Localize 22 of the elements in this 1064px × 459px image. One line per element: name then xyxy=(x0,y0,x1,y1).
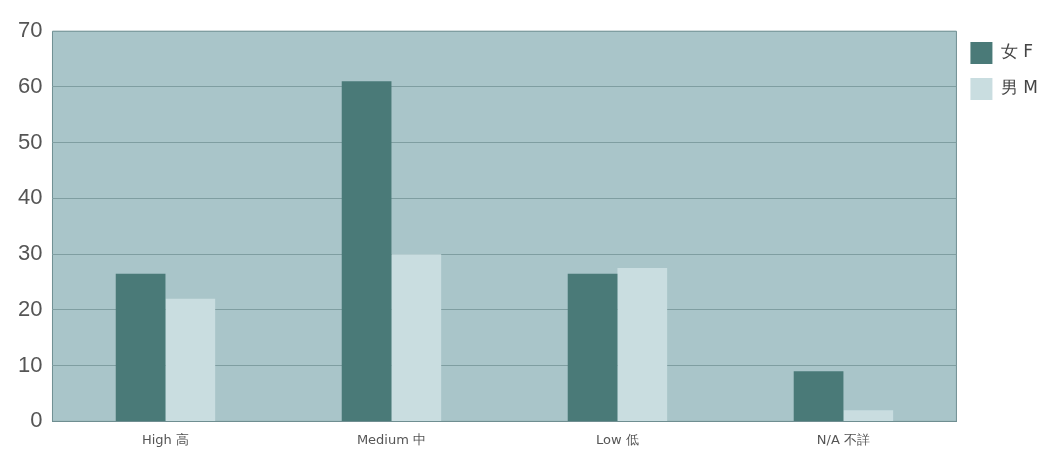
bar xyxy=(391,254,442,421)
x-tick-label: Medium 中 xyxy=(356,431,427,447)
y-tick-label: 10 xyxy=(17,351,43,377)
bar xyxy=(793,371,844,421)
y-tick-label: 40 xyxy=(17,184,43,210)
y-tick-label: 70 xyxy=(17,17,43,43)
y-tick-label: 0 xyxy=(30,407,43,433)
bar xyxy=(617,268,668,421)
x-tick-label: N/A 不詳 xyxy=(816,431,870,447)
bar xyxy=(843,410,894,421)
y-tick-label: 60 xyxy=(17,73,43,99)
bar xyxy=(165,298,216,421)
bar xyxy=(567,273,618,421)
bar xyxy=(115,273,166,421)
y-tick-label: 50 xyxy=(17,128,43,154)
y-tick-label: 30 xyxy=(17,240,43,266)
x-tick-label: High 高 xyxy=(141,431,189,447)
bar xyxy=(341,81,392,421)
x-tick-label: Low 低 xyxy=(596,431,639,447)
y-tick-label: 20 xyxy=(17,295,43,321)
legend-label: 女 F xyxy=(1000,41,1034,62)
legend-label: 男 M xyxy=(1000,77,1039,98)
